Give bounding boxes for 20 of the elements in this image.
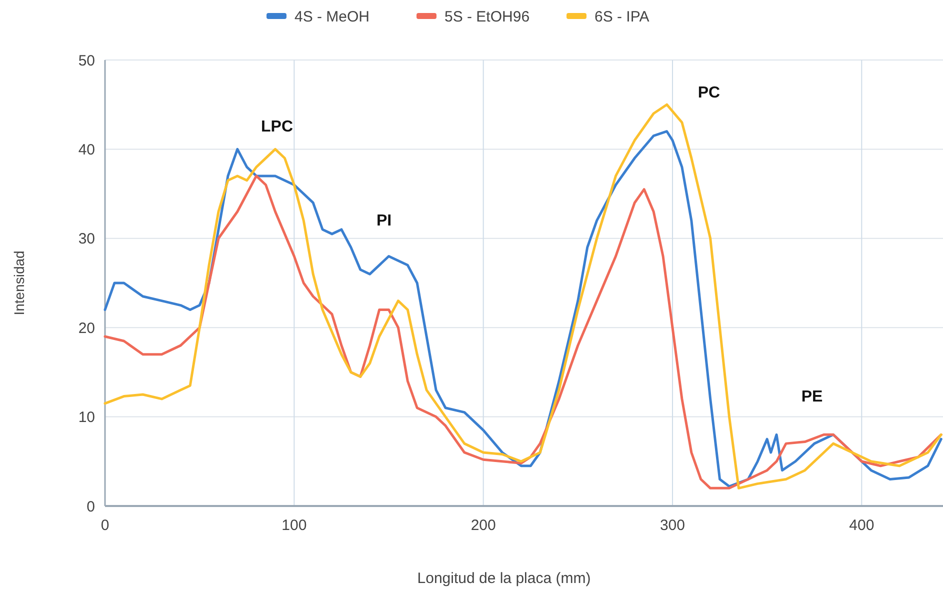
annotation: PE bbox=[801, 388, 823, 406]
y-tick-label: 30 bbox=[78, 230, 95, 248]
x-tick-label: 100 bbox=[282, 517, 307, 534]
x-tick-label: 0 bbox=[100, 517, 110, 534]
annotation: PI bbox=[376, 212, 392, 230]
legend-label: 5S - EtOH96 bbox=[444, 8, 530, 26]
x-tick-label: 400 bbox=[849, 517, 874, 534]
annotation: PC bbox=[698, 84, 721, 102]
x-axis-title: Longitud de la placa (mm) bbox=[417, 570, 591, 587]
y-axis-title: Intensidad bbox=[11, 250, 27, 316]
legend-label: 4S - MeOH bbox=[294, 8, 370, 26]
legend-label: 6S - IPA bbox=[594, 8, 650, 26]
y-tick-label: 20 bbox=[78, 320, 95, 337]
annotation: LPC bbox=[261, 118, 294, 136]
y-tick-label: 0 bbox=[86, 498, 95, 516]
x-tick-label: 300 bbox=[660, 517, 686, 534]
y-tick-label: 10 bbox=[78, 409, 95, 426]
x-tick-label: 200 bbox=[470, 517, 496, 534]
y-tick-label: 40 bbox=[78, 141, 95, 158]
y-tick-label: 50 bbox=[78, 52, 95, 70]
